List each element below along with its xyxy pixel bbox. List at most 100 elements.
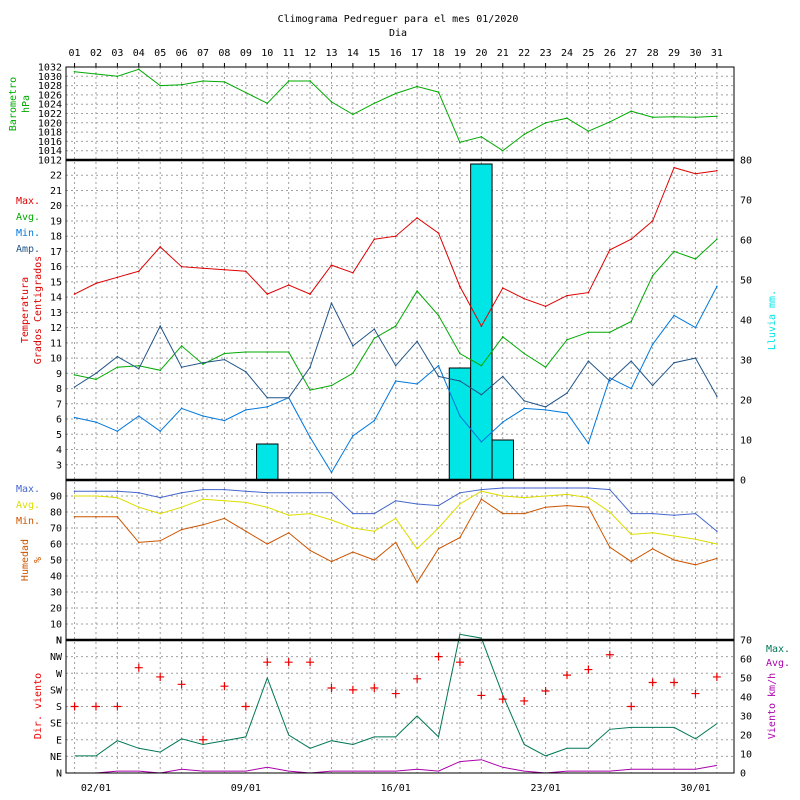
wind-speed-tick-label: 50 xyxy=(740,674,752,685)
temp-avg-point xyxy=(330,384,333,387)
temp-tick-label: 6 xyxy=(56,415,62,426)
temp-max-point xyxy=(459,285,461,288)
humidity-avg-point xyxy=(95,495,97,497)
day-tick-label: 18 xyxy=(433,48,445,59)
temp-max-point xyxy=(394,235,397,237)
humidity-min-point xyxy=(352,551,354,553)
humidity-tick-label: 90 xyxy=(50,492,62,503)
temp-tick-label: 22 xyxy=(50,171,62,182)
rain-tick-label: 60 xyxy=(740,236,752,247)
temp-min-point xyxy=(459,415,461,417)
temp-min-point xyxy=(544,409,547,411)
temp-max-point xyxy=(501,287,504,289)
humidity-max-point xyxy=(352,512,354,515)
humidity-avg-point xyxy=(116,496,119,499)
pressure-point xyxy=(544,122,547,124)
temp-amp-point xyxy=(651,384,654,387)
date-tick-label: 02/01 xyxy=(81,783,111,794)
humidity-avg-point xyxy=(587,496,590,499)
temp-amp-point xyxy=(480,393,483,396)
temp-max-point xyxy=(544,305,547,308)
temp-avg-point xyxy=(73,374,76,376)
day-tick-label: 16 xyxy=(390,48,402,59)
wind-speed-tick-label: 10 xyxy=(740,750,752,761)
humidity-avg-point xyxy=(309,512,311,515)
temp-max-point xyxy=(630,238,633,241)
pressure-axis-label-2: hPa xyxy=(21,95,32,113)
wind-speed-tick-label: 0 xyxy=(740,769,746,780)
humidity-min-point xyxy=(159,540,162,542)
x-axis-top-label: Dia xyxy=(389,28,407,39)
humidity-legend-entry: Max. xyxy=(16,484,40,495)
rain-tick-label: 50 xyxy=(740,276,752,287)
wind-direction-marker xyxy=(391,689,400,698)
day-tick-label: 08 xyxy=(218,48,230,59)
humidity-max-point xyxy=(373,512,376,515)
wind-direction-tick-label: N xyxy=(56,769,62,780)
humidity-min-point xyxy=(544,506,547,509)
wind-direction-marker xyxy=(627,702,636,711)
pressure-point xyxy=(309,80,311,82)
temp-tick-label: 13 xyxy=(50,308,62,319)
temp-avg-point xyxy=(223,352,226,355)
day-tick-label: 21 xyxy=(497,48,509,59)
humidity-avg-point xyxy=(416,548,418,550)
temp-avg-point xyxy=(566,339,568,341)
temp-amp-point xyxy=(373,328,376,330)
day-tick-label: 10 xyxy=(261,48,273,59)
temp-avg-point xyxy=(202,363,204,365)
temp-amp-point xyxy=(116,355,119,358)
day-tick-label: 24 xyxy=(561,48,573,59)
temp-amp-point xyxy=(609,380,611,382)
humidity-min-point xyxy=(202,524,204,526)
day-tick-label: 07 xyxy=(197,48,209,59)
pressure-point xyxy=(159,84,162,87)
temp-max-point xyxy=(716,169,718,172)
temp-avg-point xyxy=(673,250,675,253)
pressure-tick-label: 1032 xyxy=(38,63,62,74)
temp-avg-point xyxy=(587,331,590,333)
day-tick-label: 26 xyxy=(604,48,616,59)
humidity-max-point xyxy=(416,503,418,505)
pressure-point xyxy=(673,115,675,118)
pressure-point xyxy=(609,121,611,123)
day-tick-label: 31 xyxy=(711,48,723,59)
humidity-min-point xyxy=(180,528,183,531)
humidity-min-point xyxy=(437,548,440,550)
humidity-avg-point xyxy=(202,498,204,501)
temp-max-point xyxy=(180,265,183,268)
temp-avg-point xyxy=(716,238,718,241)
humidity-max-point xyxy=(566,487,568,489)
day-tick-label: 11 xyxy=(283,48,295,59)
day-tick-label: 14 xyxy=(347,48,359,59)
humidity-legend-entry: Min. xyxy=(16,516,40,527)
temp-avg-point xyxy=(694,258,697,260)
humidity-avg-point xyxy=(180,506,183,509)
temp-amp-point xyxy=(587,360,590,362)
temp-min-point xyxy=(651,343,654,346)
humidity-axis-label-1: Humedad xyxy=(20,539,31,581)
pressure-tick-label: 1024 xyxy=(38,100,62,111)
humidity-max-point xyxy=(116,490,119,493)
temp-min-point xyxy=(202,415,204,417)
wind-direction-tick-label: N xyxy=(56,636,62,647)
plot-frame xyxy=(65,66,735,774)
temp-tick-label: 8 xyxy=(56,384,62,395)
wind-speed-avg-line xyxy=(74,759,717,774)
temp-amp-point xyxy=(245,371,247,373)
humidity-min-point xyxy=(523,512,525,515)
pressure-tick-label: 1022 xyxy=(38,109,62,120)
humidity-max-point xyxy=(437,504,440,507)
rain-axis-label: Lluvia mm. xyxy=(767,290,778,350)
pressure-point xyxy=(73,70,76,73)
wind-direction-marker xyxy=(348,685,357,694)
pressure-point xyxy=(694,116,697,119)
humidity-max-point xyxy=(480,488,483,491)
temp-max-point xyxy=(95,282,97,285)
temp-avg-point xyxy=(394,325,397,327)
temp-max-point xyxy=(287,284,290,286)
wind-direction-tick-label: S xyxy=(56,702,62,713)
humidity-min-point xyxy=(73,516,76,518)
wind-direction-marker xyxy=(670,678,679,687)
